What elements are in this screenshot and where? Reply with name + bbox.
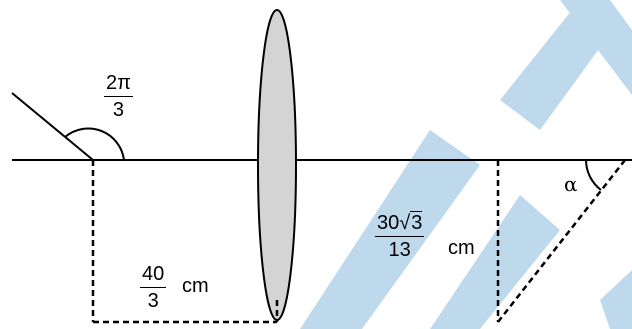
- watermark-band-2: [430, 195, 560, 329]
- horizontal-distance-denominator: 3: [147, 290, 159, 312]
- incident-ray: [11, 92, 94, 161]
- image-distance-unit: cm: [448, 237, 475, 259]
- watermark-band-5: [600, 270, 632, 329]
- image-diagonal-line: [497, 159, 626, 323]
- angle-denominator: 3: [112, 99, 125, 121]
- angle-numerator: 2π: [104, 73, 133, 97]
- watermark-band-1: [300, 130, 480, 329]
- angle-fraction-label: 2π 3: [104, 73, 133, 120]
- radical-sign: √: [399, 212, 411, 234]
- horizontal-distance-unit: cm: [182, 275, 209, 297]
- angle-arc-2pi-3: [64, 127, 125, 161]
- image-distance-coeff: 30: [377, 212, 400, 234]
- alpha-arc: [585, 159, 602, 191]
- lens: [257, 9, 297, 321]
- horizontal-distance-numerator: 40: [140, 264, 167, 288]
- watermark: [300, 0, 632, 329]
- image-distance-denominator: 13: [388, 239, 411, 261]
- sqrt-symbol: √3: [399, 211, 423, 234]
- image-distance-fraction: 30√3 13: [375, 211, 425, 261]
- object-distance-marker: [91, 160, 279, 324]
- watermark-band-4: [560, 0, 632, 95]
- alpha-label: α: [564, 172, 578, 196]
- horizontal-distance-fraction: 40 3: [140, 264, 167, 312]
- radicand: 3: [410, 211, 423, 234]
- image-triangle: [496, 159, 626, 323]
- image-distance-numerator: 30√3: [375, 211, 425, 237]
